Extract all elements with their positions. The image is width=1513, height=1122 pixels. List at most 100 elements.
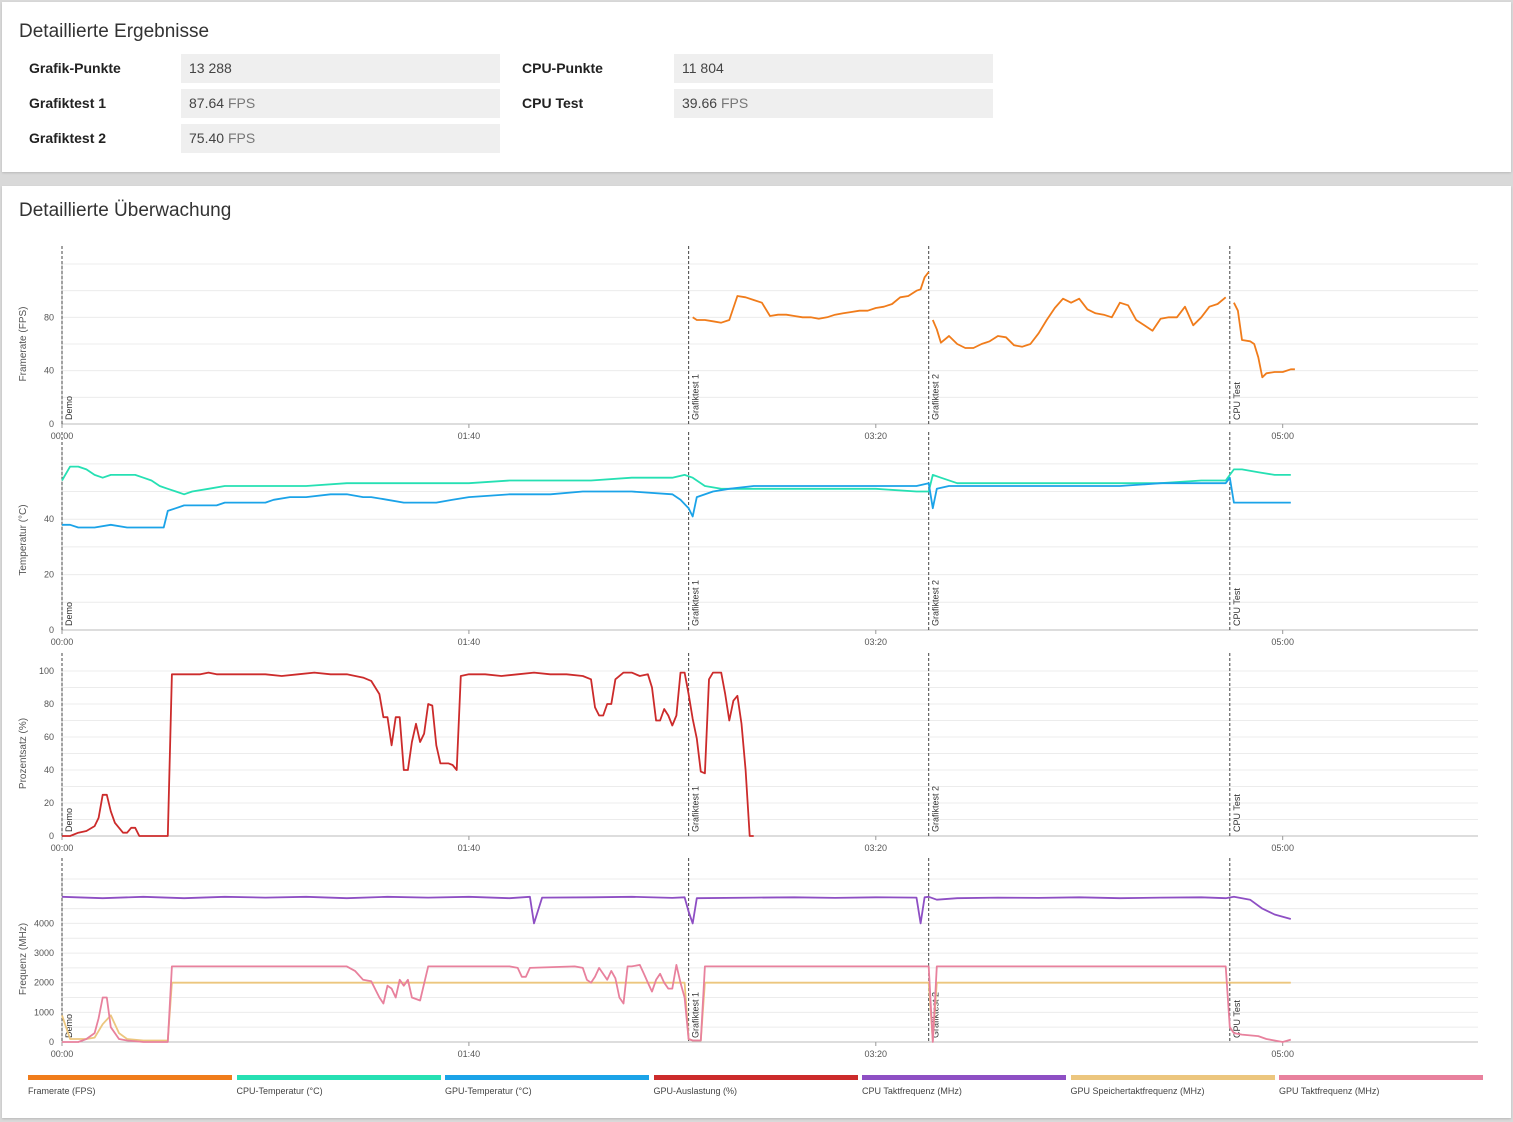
legend-swatch <box>28 1075 232 1080</box>
legend-label: GPU-Auslastung (%) <box>653 1086 738 1096</box>
x-tick-label: 03:20 <box>865 637 888 647</box>
y-tick-label: 40 <box>44 514 54 524</box>
monitoring-title: Detaillierte Überwachung <box>19 200 232 221</box>
section-marker-label: Grafiktest 2 <box>931 992 941 1038</box>
grafik-punkte-label: Grafik-Punkte <box>29 60 121 76</box>
y-axis-label: Framerate (FPS) <box>18 306 29 381</box>
section-marker-label: CPU Test <box>1232 794 1242 832</box>
x-tick-label: 00:00 <box>51 843 74 853</box>
x-tick-label: 05:00 <box>1271 1049 1294 1059</box>
y-tick-label: 80 <box>44 312 54 322</box>
legend-swatch <box>1279 1075 1483 1080</box>
framerate-series-line <box>931 296 1227 349</box>
gpu_mem_clock-series-line <box>61 981 1291 1042</box>
legend-label: CPU Taktfrequenz (MHz) <box>862 1086 962 1096</box>
grafik-punkte-value: 13 288 <box>181 54 500 83</box>
legend-swatch <box>445 1075 649 1080</box>
grafiktest1-label: Grafiktest 1 <box>29 95 107 111</box>
x-tick-label: 05:00 <box>1271 431 1294 441</box>
y-tick-label: 0 <box>49 625 54 635</box>
legend-label: GPU Speichertaktfrequenz (MHz) <box>1070 1086 1205 1096</box>
grafiktest2-value: 75.40 FPS <box>181 124 500 153</box>
chart-panel-0: 0 40 80 00:00 01:40 03:20 05:00 Framerate (FPS)… <box>18 246 1478 441</box>
y-tick-label: 1000 <box>34 1007 54 1017</box>
legend-item-gpu_clock[interactable]: GPU Taktfrequenz (MHz) <box>1279 1075 1483 1096</box>
gpu_temp-series-line <box>62 476 1291 529</box>
grafiktest2-label: Grafiktest 2 <box>29 130 107 146</box>
x-tick-label: 03:20 <box>865 843 888 853</box>
legend-swatch <box>1070 1075 1275 1080</box>
x-tick-label: 03:20 <box>865 431 888 441</box>
y-tick-label: 0 <box>49 419 54 429</box>
y-tick-label: 0 <box>49 831 54 841</box>
y-tick-label: 60 <box>44 732 54 742</box>
section-marker-label: Demo <box>64 602 74 626</box>
y-tick-label: 2000 <box>34 978 54 988</box>
legend-label: GPU-Temperatur (°C) <box>445 1086 532 1096</box>
legend-swatch <box>653 1075 858 1080</box>
legend-swatch <box>236 1075 441 1080</box>
legend-label: Framerate (FPS) <box>28 1086 96 1096</box>
gpu_clock-series-line <box>62 964 1292 1043</box>
y-tick-label: 20 <box>44 798 54 808</box>
cpu_temp-series-line <box>61 465 1291 496</box>
cpu-punkte-label: CPU-Punkte <box>522 60 603 76</box>
section-marker-label: Grafiktest 1 <box>691 992 701 1038</box>
y-tick-label: 3000 <box>34 948 54 958</box>
x-tick-label: 00:00 <box>51 431 74 441</box>
legend-swatch <box>862 1075 1066 1080</box>
y-axis-label: Frequenz (MHz) <box>18 923 29 995</box>
monitoring-charts: 0 40 80 00:00 01:40 03:20 05:00 Framerate (FPS)… <box>18 246 1478 1059</box>
y-tick-label: 4000 <box>34 918 54 928</box>
section-marker-label: CPU Test <box>1232 382 1242 420</box>
cpu-test-label: CPU Test <box>522 95 584 111</box>
x-tick-label: 01:40 <box>458 431 481 441</box>
section-marker-label: CPU Test <box>1232 1000 1242 1038</box>
legend-item-cpu_temp[interactable]: CPU-Temperatur (°C) <box>236 1075 441 1096</box>
x-tick-label: 01:40 <box>458 637 481 647</box>
section-marker-label: Grafiktest 2 <box>931 580 941 626</box>
section-marker-label: Grafiktest 1 <box>691 374 701 420</box>
x-tick-label: 00:00 <box>51 637 74 647</box>
legend-label: GPU Taktfrequenz (MHz) <box>1279 1086 1380 1096</box>
legend-item-framerate[interactable]: Framerate (FPS) <box>28 1075 232 1096</box>
monitoring-card: Detaillierte Überwachung 0 40 80 00:00 01:40… <box>2 186 1511 1118</box>
section-marker-label: Grafiktest 1 <box>691 580 701 626</box>
results-card: Detaillierte Ergebnisse Grafik-Punkte 13… <box>2 2 1511 172</box>
legend-item-cpu_clock[interactable]: CPU Taktfrequenz (MHz) <box>862 1075 1066 1096</box>
framerate-series-line <box>692 271 930 324</box>
legend-item-gpu_load[interactable]: GPU-Auslastung (%) <box>653 1075 858 1096</box>
legend-label: CPU-Temperatur (°C) <box>236 1086 323 1096</box>
framerate-series-line <box>1233 302 1295 379</box>
y-tick-label: 0 <box>49 1037 54 1047</box>
gpu_load-series-line <box>62 671 754 837</box>
y-tick-label: 100 <box>39 666 54 676</box>
section-marker-label: Grafiktest 2 <box>931 374 941 420</box>
section-marker-label: Grafiktest 2 <box>931 786 941 832</box>
chart-panel-1: 0 20 40 00:00 01:40 03:20 05:00 Temperatur (°C)… <box>18 432 1478 647</box>
y-tick-label: 40 <box>44 765 54 775</box>
section-marker-label: Demo <box>64 396 74 420</box>
y-tick-label: 20 <box>44 570 54 580</box>
section-marker-label: Demo <box>64 1014 74 1038</box>
results-title: Detaillierte Ergebnisse <box>19 21 210 42</box>
legend-item-gpu_temp[interactable]: GPU-Temperatur (°C) <box>445 1075 649 1096</box>
x-tick-label: 00:00 <box>51 1049 74 1059</box>
section-marker-label: CPU Test <box>1232 588 1242 626</box>
y-axis-label: Temperatur (°C) <box>18 504 29 575</box>
y-tick-label: 40 <box>44 366 54 376</box>
x-tick-label: 05:00 <box>1271 843 1294 853</box>
grafiktest1-value: 87.64 FPS <box>181 89 500 118</box>
chart-panel-3: 0 1000 2000 3000 4000 00:00 01:40 03:20 05:00 Fre… <box>18 858 1478 1059</box>
chart-panel-2: 0 20 40 60 80 100 00:00 01:40 03:20 05:00 Prozents… <box>18 653 1478 853</box>
y-tick-label: 80 <box>44 699 54 709</box>
cpu_clock-series-line <box>61 895 1292 925</box>
y-axis-label: Prozentsatz (%) <box>18 718 29 789</box>
section-marker-label: Demo <box>64 808 74 832</box>
legend-item-gpu_mem_clock[interactable]: GPU Speichertaktfrequenz (MHz) <box>1070 1075 1275 1096</box>
cpu-punkte-value: 11 804 <box>674 54 993 83</box>
section-marker-label: Grafiktest 1 <box>691 786 701 832</box>
cpu-test-value: 39.66 FPS <box>674 89 993 118</box>
x-tick-label: 01:40 <box>458 843 481 853</box>
x-tick-label: 03:20 <box>865 1049 888 1059</box>
